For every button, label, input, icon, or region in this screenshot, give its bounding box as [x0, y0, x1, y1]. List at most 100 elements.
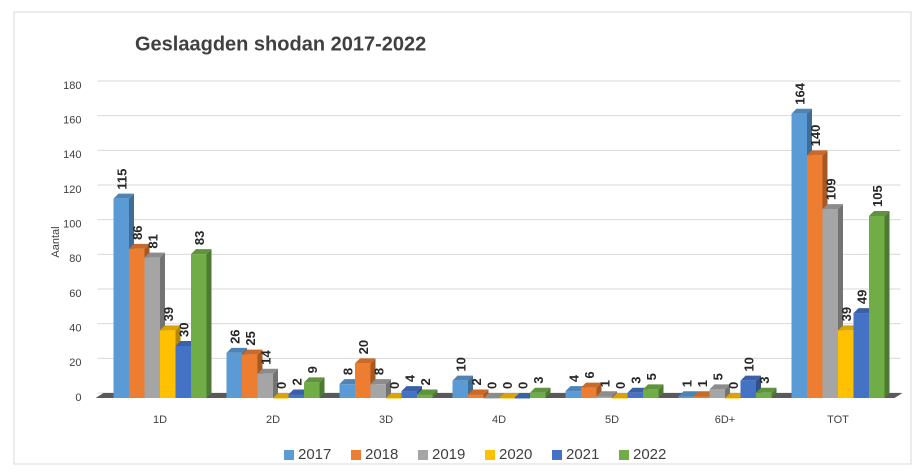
bar-top: [417, 389, 438, 395]
bar-front: [643, 389, 659, 398]
x-tick-label: 1D: [153, 414, 167, 426]
x-tick-label: 5D: [605, 414, 619, 426]
data-label: 6: [582, 371, 597, 378]
bar-front: [175, 346, 191, 398]
data-label: 0: [387, 382, 402, 389]
bar-top: [355, 358, 376, 364]
bar-top: [401, 386, 422, 392]
bar: [370, 379, 391, 398]
bar-top: [339, 379, 360, 385]
data-label: 20: [356, 340, 371, 354]
y-tick-label: 40: [69, 323, 81, 335]
chart-title: Geslaagden shodan 2017-2022: [135, 33, 426, 55]
bar-top: [565, 386, 586, 392]
data-label: 140: [808, 125, 823, 147]
bar-front: [853, 313, 869, 398]
x-tick-label: 3D: [379, 414, 393, 426]
bar-front: [226, 352, 242, 398]
bar-top: [144, 252, 165, 258]
bar-front: [838, 330, 854, 398]
bar-front: [370, 384, 386, 398]
bar: [530, 387, 551, 398]
bar-side: [884, 211, 890, 398]
bar-front: [355, 363, 371, 398]
bar-front: [596, 396, 612, 398]
legend-swatch: [619, 450, 629, 460]
bar-top: [304, 377, 325, 383]
bar-front: [791, 113, 807, 398]
data-label: 0: [726, 382, 741, 389]
bar-front: [822, 209, 838, 398]
data-label: 81: [146, 234, 161, 248]
data-label: 14: [259, 350, 274, 365]
bar: [386, 393, 407, 399]
bar-top: [596, 391, 617, 397]
bar: [144, 252, 165, 398]
bar-top: [725, 393, 746, 398]
legend-label: 2017: [298, 446, 331, 463]
bar-front: [483, 398, 499, 399]
bar-side: [612, 391, 617, 398]
y-tick-label: 180: [63, 80, 81, 92]
data-label: 39: [161, 307, 176, 321]
data-label: 5: [711, 373, 726, 380]
data-label: 0: [516, 382, 531, 389]
bar-side: [319, 377, 325, 398]
bar: [869, 211, 890, 398]
bar-front: [401, 391, 417, 398]
bar-top: [627, 387, 648, 393]
data-label: 2: [469, 378, 484, 385]
bar-top: [386, 393, 407, 398]
bar-front: [257, 373, 273, 398]
bar-top: [499, 393, 520, 398]
y-axis-label: Aantal: [50, 226, 62, 257]
data-label: 10: [454, 357, 469, 371]
data-label: 1: [680, 380, 695, 387]
bar-top: [740, 375, 761, 381]
bar-side: [771, 387, 777, 398]
data-label: 8: [372, 368, 387, 375]
bar-front: [581, 387, 597, 398]
bar-top: [869, 211, 890, 216]
data-label: 9: [305, 366, 320, 373]
y-tick-label: 140: [63, 149, 81, 161]
bar-front: [242, 354, 258, 398]
bar-top: [791, 108, 812, 114]
bar-front: [160, 330, 176, 398]
y-tick-label: 100: [63, 219, 81, 231]
bar-side: [386, 379, 391, 398]
data-label: 49: [855, 290, 870, 304]
bar-top: [257, 368, 278, 374]
legend-label: 2022: [633, 446, 666, 463]
legend-label: 2021: [566, 446, 599, 463]
legend-swatch: [485, 450, 495, 460]
bar-front: [288, 394, 304, 398]
bar: [417, 389, 438, 398]
bar-top: [838, 325, 859, 331]
bar-front: [417, 394, 433, 398]
y-tick-label: 0: [75, 392, 81, 404]
data-label: 2: [290, 378, 305, 385]
bar-side: [483, 389, 489, 398]
data-label: 4: [403, 374, 418, 382]
bar-front: [191, 254, 207, 398]
bar-side: [658, 384, 664, 398]
y-tick-label: 80: [69, 253, 81, 265]
bar: [740, 375, 761, 398]
bar-front: [725, 398, 741, 399]
y-tick-label: 60: [69, 288, 81, 300]
bar-front: [740, 380, 756, 398]
data-label: 30: [177, 323, 192, 337]
data-label: 25: [243, 331, 258, 345]
bar-front: [339, 384, 355, 398]
bar-top: [643, 384, 664, 390]
bar-top: [694, 391, 715, 397]
bar-top: [581, 382, 602, 388]
data-label: 10: [742, 357, 757, 371]
bar-front: [514, 398, 530, 399]
legend-label: 2018: [365, 446, 398, 463]
bar: [304, 377, 325, 398]
bar-top: [226, 347, 247, 353]
bar-front: [499, 398, 515, 399]
